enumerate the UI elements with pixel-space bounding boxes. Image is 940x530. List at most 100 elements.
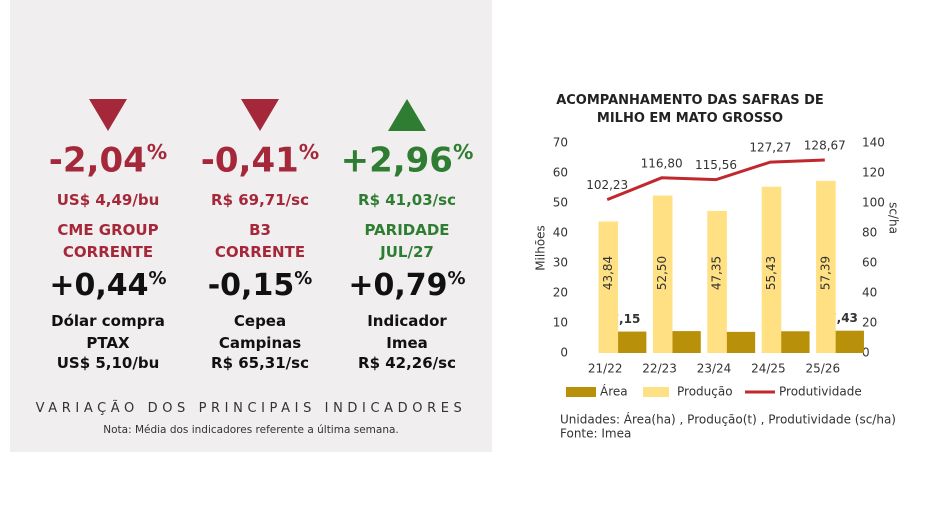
bar [667, 331, 701, 353]
bar [761, 186, 782, 353]
bar [775, 331, 810, 353]
y2-tick-label: 20 [862, 316, 877, 330]
trend-arrow [307, 98, 507, 132]
indicators-panel: -2,04% US$ 4,49/bu CME GROUP CORRENTE -0,41%… [10, 0, 492, 452]
data-label: 127,27 [749, 141, 791, 155]
y-axis-label: Milhões [534, 225, 548, 271]
data-label: 7,15 [611, 312, 641, 326]
price: R$ 41,03/sc [358, 191, 456, 209]
data-label: 57,39 [818, 256, 832, 290]
arrow-icon [241, 99, 279, 131]
line [606, 158, 825, 202]
indicator-name: CORRENTE [62, 243, 154, 261]
bar [652, 195, 673, 353]
change-number: -2,04 [48, 140, 147, 181]
y-tick-label: 40 [553, 226, 568, 240]
price: US$ 5,10/bu [56, 354, 160, 372]
y2-tick-label: 140 [862, 136, 885, 150]
data-label: 47,35 [710, 256, 724, 290]
indicator-name: PTAX [86, 334, 130, 352]
y-tick-label: 50 [553, 196, 568, 210]
y2-tick-label: 60 [862, 256, 877, 270]
change-number: +0,79 [348, 268, 448, 303]
data-label: 116,80 [641, 156, 683, 170]
data-label: 7,43 [828, 311, 858, 325]
legend-swatch [566, 387, 596, 397]
indicator-name: Campinas [218, 334, 302, 352]
trend-arrow [160, 98, 360, 132]
indicator-name: CORRENTE [214, 243, 306, 261]
data-label: 128,67 [804, 138, 846, 152]
note: Fonte: Imea [560, 427, 631, 441]
legend-swatch [643, 387, 669, 397]
change-number: +2,96 [340, 140, 453, 181]
bar [816, 180, 836, 353]
data-label: 43,84 [601, 256, 615, 290]
legend-label: Produtividade [779, 385, 862, 399]
change-number: -0,15 [207, 268, 295, 303]
indicator-name: Cepea [233, 312, 287, 330]
x-tick-label: 23/24 [697, 362, 732, 376]
price: US$ 4,49/bu [56, 191, 160, 209]
y-tick-label: 10 [553, 316, 568, 330]
bar [721, 331, 756, 353]
change-value: -0,15% [160, 268, 360, 303]
y-tick-label: 70 [553, 136, 568, 150]
footer-note: Nota: Média dos indicadores referente a … [103, 424, 399, 436]
change-unit: % [452, 140, 474, 164]
change-value: +0,79% [307, 268, 507, 303]
bar [598, 221, 619, 353]
legend-label: Área [600, 384, 628, 399]
indicator-name: JUL/27 [380, 243, 434, 261]
indicator-name: Dólar compra [51, 312, 165, 330]
x-tick-label: 21/22 [588, 362, 623, 376]
change-number: +0,44 [49, 268, 149, 303]
y2-tick-label: 40 [862, 286, 877, 300]
change-unit: % [146, 140, 168, 164]
indicator-name: B3 [249, 221, 271, 239]
bar [707, 210, 727, 353]
legend-label: Produção [677, 385, 733, 399]
data-label: 55,43 [764, 256, 778, 290]
indicator-name: PARIDADE [364, 221, 450, 239]
change-value: +2,96% [307, 140, 507, 180]
change-value: -0,41% [160, 140, 360, 180]
y-tick-label: 20 [553, 286, 568, 300]
y-tick-label: 60 [553, 166, 568, 180]
arrow-icon [388, 99, 426, 131]
y2-tick-label: 0 [862, 346, 870, 360]
bar [830, 330, 864, 353]
y2-axis-label: sc/ha [887, 202, 901, 234]
y-tick-label: 0 [560, 346, 568, 360]
change-number: -0,41 [200, 140, 299, 181]
trend-arrow [8, 98, 208, 132]
change-unit: % [148, 268, 167, 289]
price: R$ 69,71/sc [211, 191, 309, 209]
indicator-name: Indicador [367, 312, 447, 330]
indicator-name: CME GROUP [57, 221, 159, 239]
x-tick-label: 22/23 [642, 362, 677, 376]
arrow-icon [89, 99, 127, 131]
data-label: 52,50 [655, 256, 669, 290]
x-tick-label: 24/25 [751, 362, 786, 376]
change-value: +0,44% [8, 268, 208, 303]
y-tick-label: 30 [553, 256, 568, 270]
y2-tick-label: 100 [862, 196, 885, 210]
bar [612, 331, 647, 353]
indicator-name: Imea [386, 334, 428, 352]
y2-tick-label: 120 [862, 166, 885, 180]
data-label: 115,56 [695, 158, 737, 172]
chart-title: ACOMPANHAMENTO DAS SAFRAS DE MILHO EM MA… [556, 93, 824, 126]
price: R$ 42,26/sc [358, 354, 456, 372]
note: Unidades: Área(ha) , Produção(t) , Produ… [560, 412, 896, 427]
data-label: 102,23 [586, 178, 628, 192]
x-tick-label: 25/26 [806, 362, 841, 376]
footer-title: VARIAÇÃO DOS PRINCIPAIS INDICADORES [35, 401, 467, 416]
change-unit: % [294, 268, 313, 289]
change-unit: % [447, 268, 466, 289]
change-value: -2,04% [8, 140, 208, 180]
y2-tick-label: 80 [862, 226, 877, 240]
change-unit: % [298, 140, 320, 164]
price: R$ 65,31/sc [211, 354, 309, 372]
